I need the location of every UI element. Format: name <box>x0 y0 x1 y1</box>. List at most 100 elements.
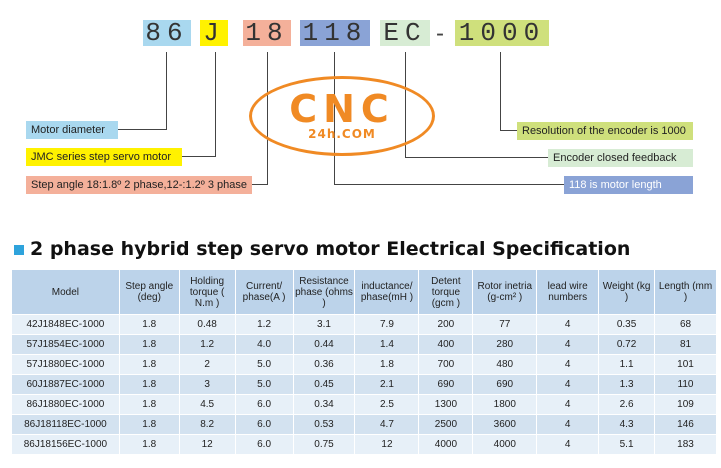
table-cell: 2.1 <box>354 374 420 395</box>
legend-motor-length: 118 is motor length <box>564 176 693 194</box>
header-resistance: Resistance phase (ohms ) <box>292 269 356 315</box>
code-separator: - <box>436 20 444 47</box>
table-cell: 0.75 <box>292 434 356 455</box>
table-cell: 0.34 <box>292 394 356 415</box>
table-cell: 60J1887EC-1000 <box>11 374 120 395</box>
code-diameter: 86 <box>143 20 191 46</box>
connector-step-h <box>252 184 268 185</box>
table-cell: 101 <box>654 354 717 375</box>
table-cell: 68 <box>654 314 717 335</box>
table-cell: 1.8 <box>118 334 180 355</box>
table-cell: 1.8 <box>118 314 180 335</box>
legend-resolution: Resolution of the encoder is 1000 <box>517 122 693 140</box>
table-row: 86J18118EC-1000 1.8 8.2 6.0 0.53 4.7 2500 3600 4… <box>11 414 717 435</box>
header-model: Model <box>11 269 120 315</box>
table-cell: 7.9 <box>354 314 420 335</box>
table-cell: 5.0 <box>234 374 294 395</box>
table-cell: 1300 <box>418 394 474 415</box>
table-cell: 2 <box>178 354 236 375</box>
table-cell: 4 <box>536 434 600 455</box>
header-length: Length (mm ) <box>654 269 717 315</box>
section-title: 2 phase hybrid step servo motor Electric… <box>30 238 631 260</box>
table-cell: 1.2 <box>178 334 236 355</box>
table-cell: 4.0 <box>234 334 294 355</box>
table-cell: 0.48 <box>178 314 236 335</box>
header-weight: Weight (kg ) <box>598 269 656 315</box>
connector-encoder-h <box>405 157 548 158</box>
header-rotor-inertia: Rotor inetria (g-cm² ) <box>472 269 538 315</box>
logo-main-text: CNC <box>289 87 395 131</box>
table-cell: 81 <box>654 334 717 355</box>
connector-length-h <box>334 184 564 185</box>
connector-series-h <box>182 156 216 157</box>
header-inductance: inductance/ phase(mH ) <box>354 269 420 315</box>
table-cell: 110 <box>654 374 717 395</box>
table-cell: 2.6 <box>598 394 656 415</box>
table-cell: 0.44 <box>292 334 356 355</box>
connector-resolution <box>500 52 501 131</box>
code-encoder: EC <box>380 20 430 46</box>
table-cell: 690 <box>472 374 538 395</box>
title-bullet <box>14 245 24 255</box>
header-lead-wires: lead wire numbers <box>536 269 600 315</box>
code-length: 118 <box>300 20 370 46</box>
logo-sub-text: 24h.COM <box>308 127 376 141</box>
connector-diameter <box>166 52 167 130</box>
table-row: 57J1880EC-1000 1.8 2 5.0 0.36 1.8 700 480 4 1.1 10… <box>11 354 717 375</box>
legend-motor-diameter: Motor diameter <box>26 121 118 139</box>
connector-resolution-h <box>500 130 517 131</box>
table-cell: 3.1 <box>292 314 356 335</box>
table-row: 42J1848EC-1000 1.8 0.48 1.2 3.1 7.9 200 77 4 0.35… <box>11 314 717 335</box>
table-cell: 400 <box>418 334 474 355</box>
table-cell: 86J18156EC-1000 <box>11 434 120 455</box>
table-cell: 0.36 <box>292 354 356 375</box>
code-series: J <box>200 20 228 46</box>
header-detent-torque: Detent torque (gcm ) <box>418 269 474 315</box>
table-cell: 1800 <box>472 394 538 415</box>
connector-series <box>215 52 216 157</box>
table-cell: 1.8 <box>118 434 180 455</box>
connector-diameter-h <box>118 129 167 130</box>
table-cell: 146 <box>654 414 717 435</box>
table-cell: 280 <box>472 334 538 355</box>
table-cell: 4 <box>536 334 600 355</box>
table-cell: 1.8 <box>118 354 180 375</box>
table-cell: 86J1880EC-1000 <box>11 394 120 415</box>
table-cell: 4000 <box>418 434 474 455</box>
table-cell: 4.3 <box>598 414 656 435</box>
code-resolution: 1000 <box>455 20 549 46</box>
table-cell: 1.4 <box>354 334 420 355</box>
header-step-angle: Step angle (deg) <box>118 269 180 315</box>
table-cell: 3600 <box>472 414 538 435</box>
table-cell: 1.8 <box>118 394 180 415</box>
legend-step-angle: Step angle 18:1.8º 2 phase,12-:1.2º 3 ph… <box>26 176 252 194</box>
table-cell: 4.5 <box>178 394 236 415</box>
table-cell: 183 <box>654 434 717 455</box>
table-cell: 1.2 <box>234 314 294 335</box>
table-cell: 77 <box>472 314 538 335</box>
table-cell: 690 <box>418 374 474 395</box>
table-cell: 0.35 <box>598 314 656 335</box>
code-step-angle: 18 <box>243 20 291 46</box>
legend-encoder: Encoder closed feedback <box>548 149 693 167</box>
table-cell: 4 <box>536 394 600 415</box>
header-holding-torque: Holding torque ( N.m ) <box>178 269 236 315</box>
table-cell: 4 <box>536 414 600 435</box>
spec-table: Model Step angle (deg) Holding torque ( … <box>11 269 717 455</box>
table-cell: 8.2 <box>178 414 236 435</box>
table-cell: 0.45 <box>292 374 356 395</box>
table-cell: 4 <box>536 314 600 335</box>
table-cell: 109 <box>654 394 717 415</box>
table-cell: 57J1880EC-1000 <box>11 354 120 375</box>
table-cell: 2.5 <box>354 394 420 415</box>
table-cell: 12 <box>178 434 236 455</box>
table-cell: 1.8 <box>118 374 180 395</box>
table-cell: 4 <box>536 374 600 395</box>
table-cell: 4 <box>536 354 600 375</box>
table-cell: 3 <box>178 374 236 395</box>
table-cell: 1.8 <box>118 414 180 435</box>
table-cell: 480 <box>472 354 538 375</box>
table-cell: 2500 <box>418 414 474 435</box>
table-cell: 1.3 <box>598 374 656 395</box>
table-cell: 6.0 <box>234 434 294 455</box>
